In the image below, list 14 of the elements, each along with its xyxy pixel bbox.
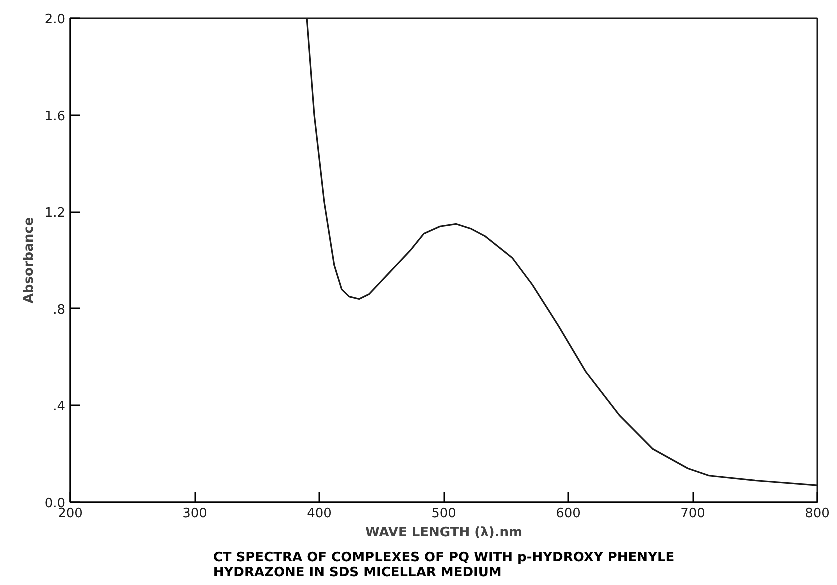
x-tick-label: 700: [680, 506, 706, 522]
x-tick-label: 400: [307, 506, 332, 522]
y-tick-label: .8: [53, 302, 66, 318]
text: CT SPECTRA OF COMPLEXES OF PQ WITH p-HYDROXY PHENYLE HYDRAZONE IN SDS MICELLAR MEDIUM: [213, 550, 675, 580]
y-tick-label: .4: [53, 400, 66, 415]
y-tick-label: 2.0: [44, 12, 66, 28]
x-tick-label: 800: [805, 506, 830, 522]
x-axis-title: WAVE LENGTH (λ).nm: [365, 526, 523, 540]
x-tick-label: 300: [182, 506, 208, 522]
y-tick-label: 1.6: [44, 109, 66, 124]
y-tick-label: 1.2: [44, 206, 66, 222]
x-tick-label: 600: [556, 506, 581, 522]
y-axis-title: Absorbance: [22, 217, 37, 304]
x-tick-label: 500: [432, 506, 456, 522]
